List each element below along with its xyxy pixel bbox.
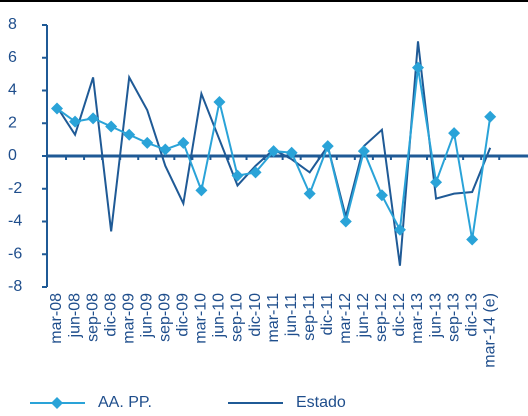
x-tick-label: dic-09 (175, 293, 192, 337)
point-marker (303, 187, 316, 200)
x-tick-label: sep-08 (84, 293, 101, 342)
point-marker (357, 145, 370, 158)
y-tick-label: 8 (8, 16, 17, 33)
y-tick-label: 2 (8, 114, 17, 131)
point-marker (141, 136, 154, 149)
x-tick-label: mar-12 (337, 293, 354, 344)
point-marker (321, 140, 334, 153)
y-tick-label: -8 (8, 278, 22, 295)
x-tick-label: mar-10 (193, 293, 210, 344)
point-marker (430, 176, 443, 189)
point-marker (69, 115, 82, 128)
point-marker (466, 233, 479, 246)
x-tick-label: sep-11 (301, 293, 318, 341)
point-marker (339, 215, 352, 228)
legend-marker (51, 397, 63, 409)
x-tick-label: dic-08 (102, 293, 119, 337)
point-marker (412, 61, 424, 74)
x-tick-label: jun-11 (283, 293, 300, 337)
y-tick-label: 6 (8, 49, 17, 66)
x-tick-label: jun-10 (211, 293, 228, 339)
point-marker (249, 166, 262, 179)
x-tick-label: mar-13 (409, 293, 426, 344)
x-tick-label: sep-10 (229, 293, 246, 342)
y-tick-label: -6 (8, 245, 22, 262)
y-tick-label: 4 (8, 82, 17, 99)
x-tick-label: jun-09 (138, 293, 155, 339)
point-marker (123, 128, 136, 141)
point-marker (195, 184, 208, 197)
point-marker (375, 189, 388, 202)
point-marker (87, 112, 100, 125)
point-marker (213, 95, 226, 108)
y-tick-label: -2 (8, 180, 22, 197)
legend-label: AA. PP. (98, 394, 152, 411)
legend-label: Estado (296, 394, 346, 411)
point-marker (159, 143, 172, 156)
x-tick-label: dic-12 (391, 293, 408, 337)
point-marker (393, 223, 406, 236)
x-tick-label: dic-10 (247, 293, 264, 337)
point-marker (285, 146, 298, 159)
x-tick-label: jun-08 (66, 293, 83, 339)
x-tick-label: dic-11 (319, 293, 336, 335)
x-tick-label: sep-09 (157, 293, 174, 342)
point-marker (448, 127, 461, 140)
x-tick-label: jun-12 (355, 293, 372, 339)
y-tick-label: 0 (8, 147, 17, 164)
point-marker (51, 102, 63, 115)
point-marker (105, 120, 118, 133)
x-tick-label: dic-13 (463, 293, 480, 337)
x-tick-label: sep-12 (373, 293, 390, 342)
x-tick-label: sep-13 (445, 293, 462, 342)
x-tick-label: mar-09 (120, 293, 137, 344)
x-tick-label: mar-08 (48, 293, 65, 344)
x-tick-label: jun-13 (427, 293, 444, 339)
y-tick-label: -4 (8, 213, 22, 230)
point-marker (484, 110, 497, 123)
point-marker (231, 169, 244, 182)
point-marker (267, 145, 280, 158)
x-tick-label: mar-11 (265, 293, 282, 343)
point-marker (177, 136, 190, 149)
x-tick-label: mar-14 (e) (481, 293, 498, 368)
